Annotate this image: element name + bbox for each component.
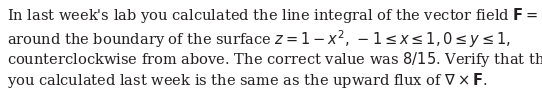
Text: around the boundary of the surface $z = 1 - x^2,\, -1 \leq x \leq 1, 0 \leq y \l: around the boundary of the surface $z = … — [7, 28, 511, 50]
Text: In last week's lab you calculated the line integral of the vector field $\mathbf: In last week's lab you calculated the li… — [7, 6, 542, 25]
Text: counterclockwise from above. The correct value was $8/15$. Verify that the line : counterclockwise from above. The correct… — [7, 50, 542, 69]
Text: you calculated last week is the same as the upward flux of $\nabla \times \mathb: you calculated last week is the same as … — [7, 71, 487, 90]
